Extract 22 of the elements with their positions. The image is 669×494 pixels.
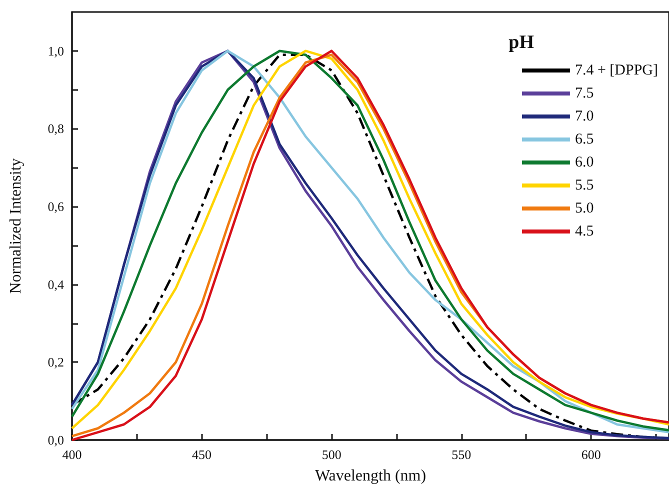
y-axis-title: Normalized Intensity: [8, 158, 24, 294]
y-tick-label: 1,0: [48, 43, 64, 58]
legend-label: 7.0: [574, 108, 594, 124]
y-tick-label: 0,8: [48, 121, 64, 136]
x-tick-label: 450: [192, 447, 212, 462]
x-tick-label: 400: [62, 447, 82, 462]
y-tick-label: 0,0: [48, 432, 64, 448]
legend-title: pH: [508, 32, 534, 53]
legend-label: 7.5: [574, 86, 594, 102]
legend-label: 7.4 + [DPPG]: [574, 62, 658, 78]
legend-label: 5.0: [574, 200, 594, 216]
y-tick-label: 0,4: [48, 276, 64, 292]
x-tick-label: 600: [581, 447, 601, 462]
legend-label: 6.0: [574, 154, 594, 170]
x-tick-label: 500: [322, 447, 342, 462]
y-tick-label: 0,2: [48, 354, 64, 370]
x-axis-title: Wavelength (nm): [314, 468, 426, 484]
x-tick-label: 550: [452, 447, 472, 462]
y-tick-label: 0,6: [48, 199, 64, 214]
legend-label: 6.5: [574, 132, 594, 148]
legend-label: 4.5: [574, 224, 594, 240]
legend-label: 5.5: [574, 178, 594, 194]
